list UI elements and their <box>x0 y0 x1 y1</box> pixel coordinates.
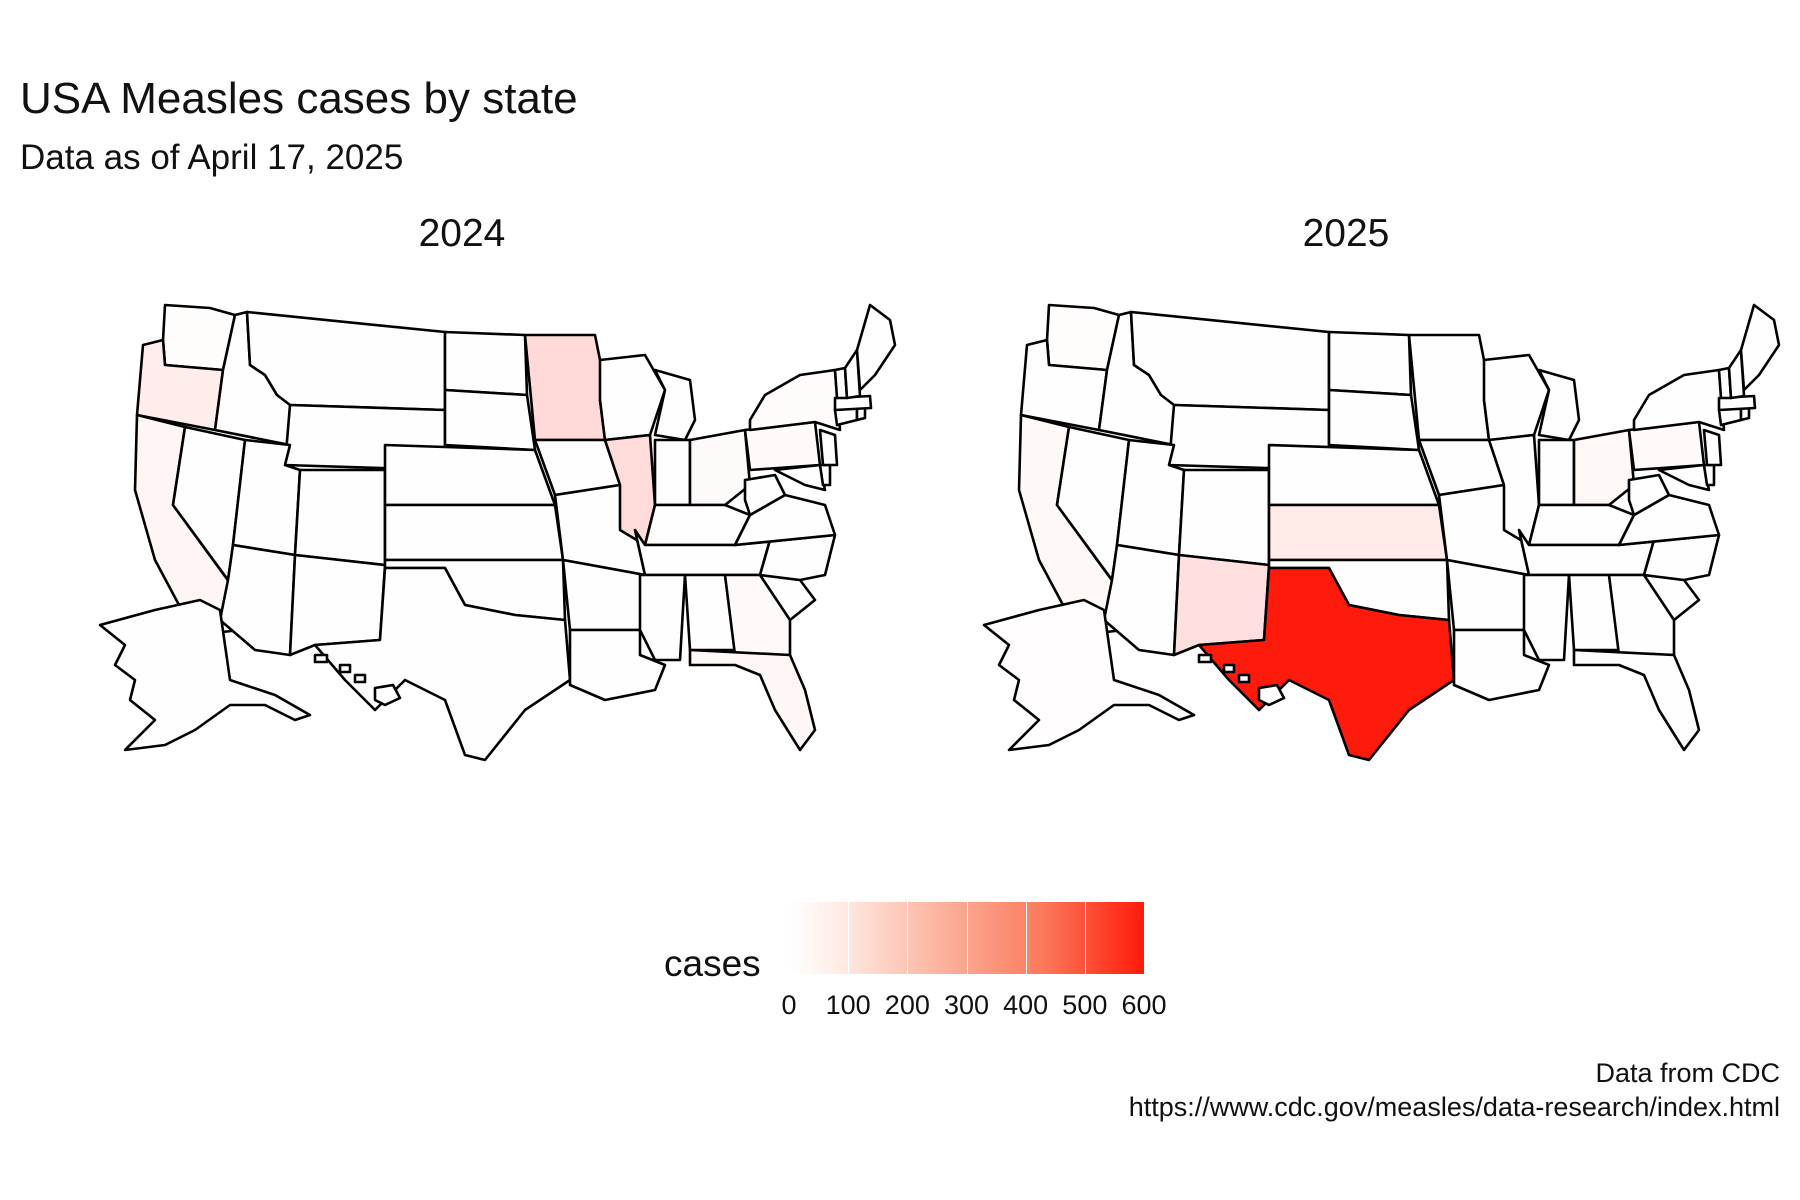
state-ks <box>383 503 565 562</box>
state-wv <box>1627 473 1671 517</box>
state-ne <box>383 443 557 507</box>
state-hi <box>1257 683 1286 707</box>
state-md <box>773 463 827 492</box>
state-de <box>818 463 832 487</box>
state-mi <box>653 368 697 442</box>
legend-tick-mark <box>1025 902 1027 974</box>
state-nh <box>843 348 862 400</box>
state-wv <box>743 473 787 517</box>
state-de <box>1702 463 1716 487</box>
chart-subtitle: Data as of April 17, 2025 <box>20 138 404 177</box>
state-co <box>1177 468 1271 567</box>
legend-title: cases <box>664 943 761 984</box>
state-la <box>568 628 667 702</box>
state-az <box>218 543 297 657</box>
caption-source: Data from CDC <box>1595 1058 1780 1088</box>
legend-tick-mark <box>907 902 909 974</box>
state-ak <box>982 598 1196 752</box>
state-sd <box>1327 388 1421 452</box>
map-2025 <box>982 303 1781 762</box>
facet-label-2024: 2024 <box>418 212 506 255</box>
caption-url: https://www.cdc.gov/measles/data-researc… <box>1128 1092 1780 1122</box>
legend-colorbar <box>789 902 1145 974</box>
legend-tick-label: 500 <box>1062 990 1108 1020</box>
state-mt <box>1129 310 1331 412</box>
state-wi <box>1482 353 1551 442</box>
state-ms <box>638 573 687 662</box>
state-az <box>1102 543 1181 657</box>
state-ky <box>1527 503 1636 547</box>
state-me <box>855 303 897 392</box>
state-me <box>1739 303 1781 392</box>
state-hi <box>353 673 367 684</box>
legend-tick-label: 200 <box>884 990 930 1020</box>
state-ks <box>1267 503 1449 562</box>
chart-title: USA Measles cases by state <box>20 74 578 123</box>
state-nd <box>1327 330 1413 397</box>
state-mi <box>1537 368 1581 442</box>
state-sd <box>443 388 537 452</box>
state-nh <box>1727 348 1746 400</box>
state-hi <box>1222 663 1236 674</box>
legend-tick-label: 600 <box>1121 990 1167 1020</box>
state-oh <box>1572 428 1636 507</box>
legend-tick-mark <box>848 902 850 974</box>
map-2024 <box>98 303 897 762</box>
legend-tick-mark <box>966 902 968 974</box>
state-va <box>733 493 837 547</box>
state-ne <box>1267 443 1441 507</box>
legend-tick-label: 400 <box>1003 990 1049 1020</box>
state-wi <box>598 353 667 442</box>
state-ny <box>1632 368 1726 432</box>
state-in <box>1537 438 1576 507</box>
state-co <box>293 468 387 567</box>
state-ak <box>98 598 312 752</box>
state-hi <box>313 653 329 664</box>
state-la <box>1452 628 1551 702</box>
legend-tick-mark <box>1144 902 1145 974</box>
state-ky <box>643 503 752 547</box>
state-ny <box>748 368 842 432</box>
legend-tick-label: 100 <box>825 990 871 1020</box>
legend-tick-label: 300 <box>943 990 990 1020</box>
state-hi <box>1197 653 1213 664</box>
state-oh <box>688 428 752 507</box>
legend-tick-mark <box>1084 902 1086 974</box>
state-nj <box>818 428 839 467</box>
state-ms <box>1522 573 1571 662</box>
state-nj <box>1702 428 1723 467</box>
state-md <box>1657 463 1711 492</box>
state-fl <box>1572 648 1701 752</box>
legend-tick-label: 0 <box>781 990 797 1020</box>
state-hi <box>338 663 352 674</box>
state-mt <box>245 310 447 412</box>
state-nd <box>443 330 529 397</box>
state-hi <box>1237 673 1251 684</box>
state-fl <box>688 648 817 752</box>
state-in <box>653 438 692 507</box>
state-hi <box>373 683 402 707</box>
facet-label-2025: 2025 <box>1302 212 1390 255</box>
state-va <box>1617 493 1721 547</box>
legend-tick-mark <box>789 902 790 974</box>
